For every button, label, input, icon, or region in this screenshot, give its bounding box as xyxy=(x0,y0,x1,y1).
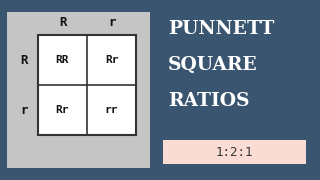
Text: 1:2:1: 1:2:1 xyxy=(216,145,253,159)
FancyBboxPatch shape xyxy=(163,140,306,164)
Text: SQUARE: SQUARE xyxy=(168,56,258,74)
FancyBboxPatch shape xyxy=(38,35,136,135)
Text: Rr: Rr xyxy=(56,105,69,115)
Text: R: R xyxy=(59,15,66,28)
Text: R: R xyxy=(20,53,28,66)
Text: rr: rr xyxy=(105,105,118,115)
Text: r: r xyxy=(20,103,28,116)
Text: Rr: Rr xyxy=(105,55,118,65)
FancyBboxPatch shape xyxy=(7,12,150,168)
Text: PUNNETT: PUNNETT xyxy=(168,20,274,38)
Text: RR: RR xyxy=(56,55,69,65)
Text: RATIOS: RATIOS xyxy=(168,92,250,110)
Text: r: r xyxy=(108,15,115,28)
